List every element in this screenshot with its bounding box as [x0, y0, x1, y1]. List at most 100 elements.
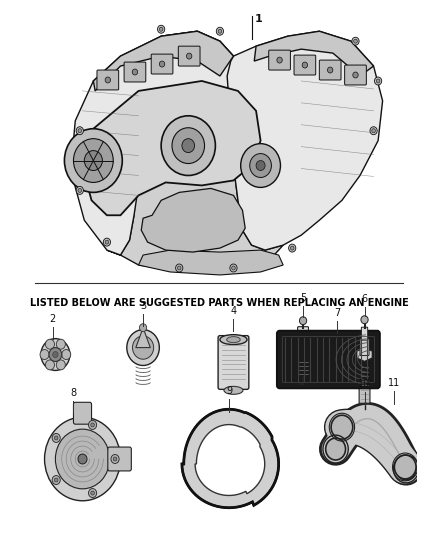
Circle shape — [374, 77, 381, 85]
Circle shape — [54, 436, 58, 440]
Circle shape — [394, 455, 416, 479]
Circle shape — [331, 415, 353, 439]
FancyBboxPatch shape — [218, 336, 249, 389]
FancyBboxPatch shape — [124, 62, 146, 82]
Circle shape — [45, 417, 120, 501]
FancyBboxPatch shape — [298, 327, 308, 351]
Circle shape — [53, 352, 58, 358]
Text: 7: 7 — [334, 308, 340, 318]
Circle shape — [277, 57, 282, 63]
Circle shape — [84, 151, 102, 171]
Circle shape — [289, 244, 296, 252]
Circle shape — [182, 139, 194, 152]
Polygon shape — [295, 345, 311, 360]
FancyBboxPatch shape — [345, 65, 366, 85]
Circle shape — [91, 491, 94, 495]
Circle shape — [159, 61, 165, 67]
Circle shape — [76, 187, 83, 195]
Circle shape — [78, 188, 81, 192]
Circle shape — [55, 429, 110, 489]
Circle shape — [78, 454, 87, 464]
Circle shape — [230, 264, 237, 272]
Text: 3: 3 — [140, 301, 146, 311]
Circle shape — [49, 348, 62, 361]
Circle shape — [187, 53, 192, 59]
Circle shape — [113, 457, 117, 461]
Circle shape — [40, 350, 49, 360]
Circle shape — [353, 72, 358, 78]
Circle shape — [159, 27, 163, 31]
Text: 4: 4 — [230, 306, 237, 316]
Circle shape — [78, 129, 81, 133]
Text: 11: 11 — [388, 378, 400, 389]
Text: LISTED BELOW ARE SUGGESTED PARTS WHEN REPLACING AN ENGINE: LISTED BELOW ARE SUGGESTED PARTS WHEN RE… — [30, 298, 408, 308]
Polygon shape — [86, 81, 261, 215]
Circle shape — [372, 129, 375, 133]
Circle shape — [46, 360, 54, 370]
Polygon shape — [71, 31, 238, 255]
Circle shape — [62, 350, 71, 360]
Polygon shape — [227, 31, 383, 250]
Circle shape — [290, 246, 294, 250]
Text: 8: 8 — [71, 389, 77, 398]
Text: 2: 2 — [49, 314, 56, 324]
Circle shape — [132, 69, 138, 75]
Circle shape — [127, 330, 159, 366]
Ellipse shape — [224, 386, 243, 394]
FancyBboxPatch shape — [319, 60, 341, 80]
Circle shape — [74, 139, 113, 182]
Circle shape — [328, 67, 333, 73]
Circle shape — [256, 160, 265, 171]
FancyBboxPatch shape — [298, 359, 308, 378]
Circle shape — [218, 29, 222, 33]
Text: 6: 6 — [361, 294, 367, 304]
Polygon shape — [136, 328, 150, 348]
Polygon shape — [141, 188, 245, 252]
Ellipse shape — [220, 335, 247, 345]
Circle shape — [132, 336, 154, 359]
Circle shape — [376, 79, 380, 83]
Circle shape — [57, 339, 65, 349]
Polygon shape — [254, 31, 374, 76]
Circle shape — [177, 266, 181, 270]
Circle shape — [52, 475, 60, 484]
Polygon shape — [357, 348, 372, 361]
Circle shape — [105, 240, 109, 244]
Polygon shape — [107, 31, 283, 272]
Polygon shape — [195, 425, 265, 496]
Polygon shape — [182, 409, 279, 508]
Circle shape — [216, 27, 223, 35]
Circle shape — [354, 39, 357, 43]
Circle shape — [161, 116, 215, 175]
Circle shape — [300, 317, 307, 325]
FancyBboxPatch shape — [361, 327, 367, 340]
Circle shape — [57, 360, 65, 370]
Text: 5: 5 — [300, 293, 306, 303]
Circle shape — [241, 144, 280, 188]
Circle shape — [302, 62, 307, 68]
FancyBboxPatch shape — [97, 70, 119, 90]
Text: 1: 1 — [254, 14, 262, 25]
FancyBboxPatch shape — [360, 338, 369, 356]
FancyBboxPatch shape — [359, 364, 370, 403]
FancyBboxPatch shape — [277, 330, 380, 389]
Circle shape — [88, 489, 97, 497]
Circle shape — [41, 338, 70, 370]
Ellipse shape — [227, 337, 240, 343]
FancyBboxPatch shape — [151, 54, 173, 74]
Circle shape — [139, 324, 147, 332]
Text: 10: 10 — [358, 379, 371, 389]
Circle shape — [370, 127, 377, 135]
FancyBboxPatch shape — [178, 46, 200, 66]
Circle shape — [111, 455, 119, 464]
Text: 9: 9 — [226, 386, 232, 397]
FancyBboxPatch shape — [108, 447, 131, 471]
Circle shape — [54, 478, 58, 482]
Circle shape — [88, 421, 97, 430]
Circle shape — [105, 77, 110, 83]
Circle shape — [52, 433, 60, 442]
Circle shape — [176, 264, 183, 272]
Circle shape — [172, 128, 205, 164]
Circle shape — [352, 37, 359, 45]
Polygon shape — [138, 250, 283, 275]
